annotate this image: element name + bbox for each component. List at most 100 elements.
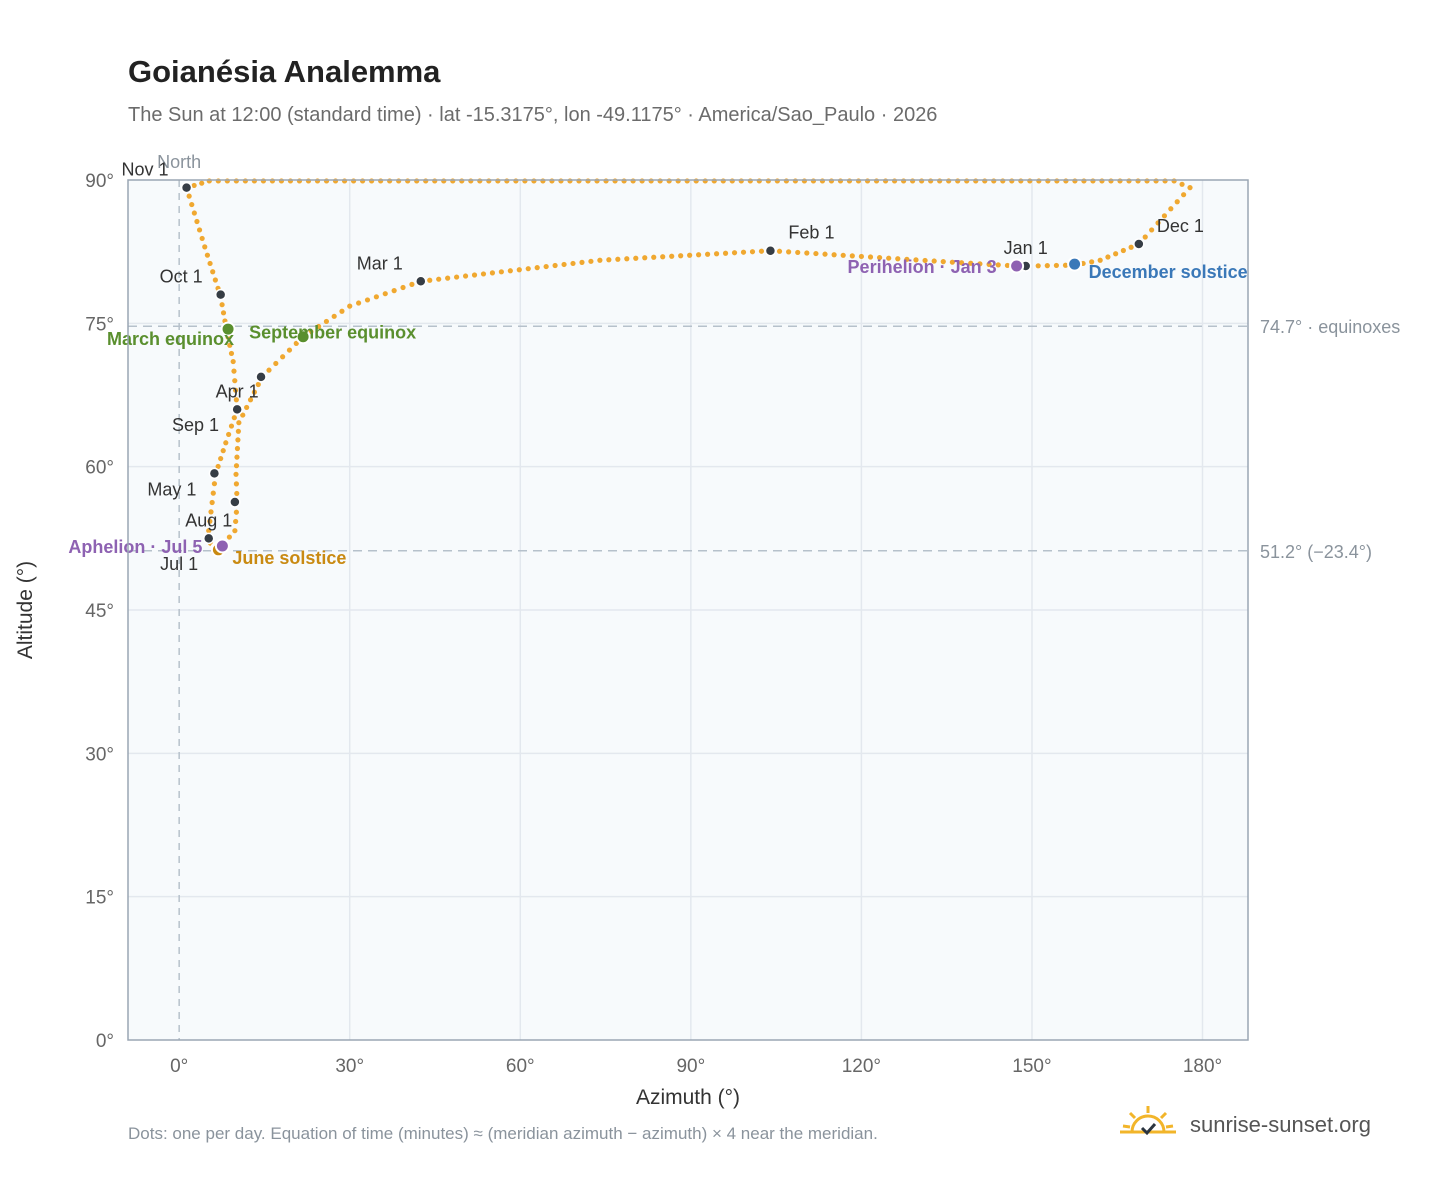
daily-dot xyxy=(913,257,919,263)
daily-dot xyxy=(219,302,225,308)
daily-dot xyxy=(296,178,303,184)
daily-dot xyxy=(341,178,348,184)
daily-dot xyxy=(232,387,239,393)
month-marker-label: Jul 1 xyxy=(160,554,198,574)
daily-dot xyxy=(1144,178,1150,184)
daily-dot xyxy=(215,178,221,184)
month-marker-label: Sep 1 xyxy=(172,415,219,435)
daily-dot xyxy=(316,323,322,330)
daily-dot xyxy=(251,178,257,184)
daily-dot xyxy=(831,252,837,258)
month-marker-label: Dec 1 xyxy=(1157,216,1204,236)
month-marker-label: May 1 xyxy=(147,479,196,499)
daily-dot xyxy=(273,360,279,367)
daily-dot xyxy=(642,255,648,261)
event-marker xyxy=(220,321,236,337)
daily-dot xyxy=(233,471,239,477)
daily-dot xyxy=(995,262,1001,268)
daily-dot xyxy=(986,261,992,267)
daily-dot xyxy=(232,528,238,534)
daily-dot xyxy=(756,178,762,184)
daily-dot xyxy=(711,178,717,184)
daily-dot xyxy=(436,276,442,282)
daily-dot xyxy=(1149,227,1155,233)
month-marker xyxy=(764,244,777,257)
brand-name: sunrise-sunset.org xyxy=(1190,1112,1371,1137)
daily-dot xyxy=(409,281,415,287)
daily-dot xyxy=(432,178,438,184)
daily-dot xyxy=(669,253,675,259)
daily-dot xyxy=(612,178,618,184)
daily-dot xyxy=(621,178,627,184)
y-axis-title: Altitude (°) xyxy=(14,561,37,659)
daily-dot xyxy=(873,178,880,184)
daily-dot xyxy=(910,178,916,184)
daily-dot xyxy=(876,254,883,261)
y-tick-label: 60° xyxy=(85,458,114,479)
daily-dot xyxy=(194,218,200,225)
daily-dot xyxy=(186,193,192,199)
daily-dot xyxy=(1161,213,1168,219)
brand-logo[interactable]: sunrise-sunset.org xyxy=(1120,1102,1390,1146)
daily-dot xyxy=(964,178,970,184)
daily-dot xyxy=(1018,178,1024,184)
daily-dot xyxy=(236,420,242,426)
daily-dot xyxy=(1171,178,1177,184)
daily-dot xyxy=(224,178,230,184)
daily-dot xyxy=(382,291,388,297)
daily-dot xyxy=(633,255,639,261)
daily-dot xyxy=(251,389,258,395)
month-marker xyxy=(231,403,243,416)
daily-dot xyxy=(231,415,237,421)
sun-logo-icon xyxy=(1120,1106,1176,1136)
daily-dot xyxy=(293,340,299,346)
north-label: North xyxy=(157,152,201,172)
reference-lines: North 74.7° · equinoxes 51.2° (−23.4°) xyxy=(128,152,1400,1040)
daily-dot xyxy=(696,252,702,258)
daily-dot xyxy=(331,313,337,319)
event-marker xyxy=(295,329,311,345)
event-marker xyxy=(214,538,230,554)
daily-dot xyxy=(615,256,621,262)
daily-dot xyxy=(1155,220,1161,226)
daily-dot xyxy=(991,178,997,184)
daily-dot xyxy=(280,354,286,360)
y-tick-label: 45° xyxy=(85,601,114,622)
daily-dot xyxy=(378,178,384,184)
daily-dot xyxy=(648,178,654,184)
daily-dot xyxy=(1120,247,1126,254)
daily-dot xyxy=(1053,262,1060,269)
daily-dot xyxy=(904,256,910,262)
daily-dot xyxy=(233,509,239,515)
daily-dot xyxy=(507,268,513,274)
daily-dot xyxy=(931,258,937,264)
daily-dot xyxy=(1004,262,1011,269)
daily-dot xyxy=(356,300,362,306)
event-marker xyxy=(1067,256,1083,272)
daily-dot xyxy=(729,178,735,184)
daily-dot xyxy=(1181,192,1187,198)
daily-dot xyxy=(233,518,239,525)
daily-dot xyxy=(396,178,402,184)
daily-dot xyxy=(480,271,487,277)
daily-dot xyxy=(720,178,726,184)
daily-dot xyxy=(982,178,988,184)
x-tick-label: 120° xyxy=(842,1056,881,1077)
daily-dot xyxy=(867,254,874,260)
month-marker xyxy=(255,371,267,383)
x-tick-label: 180° xyxy=(1183,1056,1222,1077)
daily-dot xyxy=(738,178,744,184)
chart-subtitle: The Sun at 12:00 (standard time) · lat -… xyxy=(128,104,938,126)
daily-dot xyxy=(208,509,214,515)
grid-lines xyxy=(128,180,1248,1040)
daily-dot xyxy=(1128,244,1134,250)
daily-dot xyxy=(657,178,663,184)
daily-dot xyxy=(585,178,591,184)
daily-dot xyxy=(774,178,780,184)
daily-dot xyxy=(445,275,451,281)
daily-dot xyxy=(588,258,594,264)
daily-dot xyxy=(977,261,983,267)
daily-dot xyxy=(347,303,353,309)
daily-dot xyxy=(765,178,771,184)
daily-dot xyxy=(207,260,213,267)
